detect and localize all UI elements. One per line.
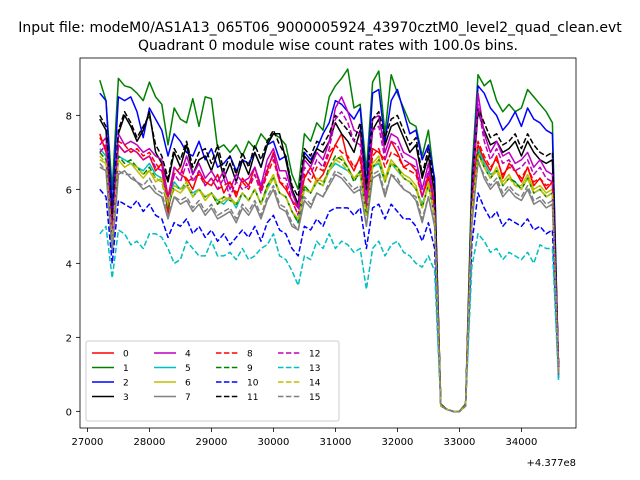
y-tick-label: 8 (66, 111, 72, 122)
x-tick-label: 31000 (320, 437, 352, 448)
series-line-14 (99, 155, 560, 413)
y-tick-label: 0 (66, 407, 72, 418)
legend-label-14: 14 (309, 379, 321, 389)
figure-suptitle: Input file: modeM0/AS1A13_065T06_9000005… (18, 20, 622, 36)
legend-label-9: 9 (247, 364, 253, 374)
y-axis: 0 2 4 6 8 (66, 111, 80, 418)
chart-title: Quadrant 0 module wise count rates with … (138, 38, 518, 54)
series-line-4 (99, 92, 560, 413)
legend-label-6: 6 (185, 379, 191, 389)
plot-frame (79, 57, 577, 429)
legend-label-1: 1 (123, 364, 129, 374)
legend-label-12: 12 (309, 350, 320, 360)
x-tick-label: 28000 (134, 437, 166, 448)
legend-label-5: 5 (185, 364, 191, 374)
legend-label-7: 7 (185, 393, 191, 403)
series-layer (99, 68, 560, 413)
series-line-10 (99, 188, 560, 413)
x-tick-label: 29000 (196, 437, 228, 448)
y-tick-label: 6 (66, 185, 72, 196)
series-line-12 (99, 103, 560, 413)
legend-label-13: 13 (309, 364, 320, 374)
legend-label-15: 15 (309, 393, 320, 403)
legend-label-3: 3 (123, 393, 129, 403)
legend-label-2: 2 (123, 379, 129, 389)
x-axis: 27000 28000 29000 30000 31000 32000 33000 34000 (72, 428, 538, 448)
x-tick-label: 33000 (444, 437, 476, 448)
legend-label-4: 4 (185, 350, 191, 360)
legend-label-10: 10 (247, 379, 259, 389)
x-tick-label: 34000 (506, 437, 538, 448)
y-tick-label: 4 (66, 259, 72, 270)
series-line-13 (99, 225, 560, 413)
series-line-2 (99, 85, 560, 413)
x-tick-label: 32000 (382, 437, 414, 448)
legend-label-11: 11 (247, 393, 258, 403)
y-tick-label: 2 (66, 333, 72, 344)
series-line-11 (99, 107, 560, 413)
x-offset-label: +4.377e8 (526, 458, 576, 469)
series-line-15 (99, 162, 560, 413)
series-line-8 (99, 137, 560, 413)
legend-label-0: 0 (123, 350, 129, 360)
series-line-1 (99, 68, 560, 413)
legend-frame (85, 340, 340, 422)
x-tick-label: 27000 (72, 437, 104, 448)
legend-label-8: 8 (247, 350, 253, 360)
x-tick-label: 30000 (258, 437, 290, 448)
